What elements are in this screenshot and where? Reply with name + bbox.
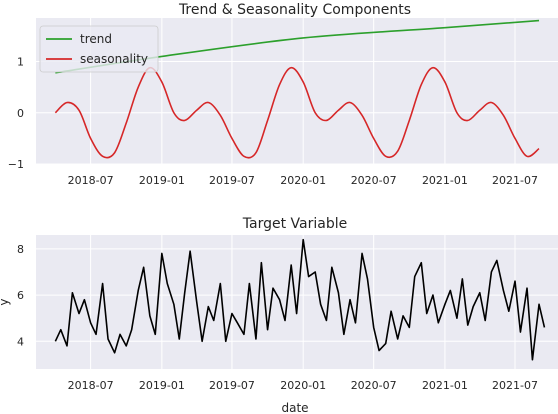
ax1-title: Trend & Seasonality Components — [178, 2, 411, 18]
x-tick-label: 2019-01 — [139, 174, 185, 187]
x-tick-label: 2020-07 — [351, 174, 397, 187]
y-tick-label: −1 — [8, 158, 24, 171]
ax2-title: Target Variable — [242, 216, 347, 232]
target-variable-subplot: 468 2018-07 2019-01 2019-07 2020-01 2020-07 2… — [0, 216, 558, 414]
y-tick-label: 1 — [17, 56, 24, 69]
y-tick-label: 4 — [17, 335, 24, 348]
ax2-series-lines — [54, 238, 546, 361]
legend-box — [39, 25, 159, 73]
legend-label-seasonality: seasonality — [80, 52, 148, 66]
x-tick-label: 2019-07 — [209, 379, 255, 392]
series-line-seasonality — [54, 66, 540, 159]
y-tick-label: 8 — [17, 243, 24, 256]
x-tick-label: 2020-01 — [280, 379, 326, 392]
ax2-y-axis-label: y — [0, 298, 11, 305]
trend-seasonality-subplot: −1 0 1 2018-07 2019-01 2019-07 2020-01 2020-07… — [8, 2, 558, 187]
ax2-x-axis-label: date — [281, 401, 308, 414]
x-tick-label: 2021-07 — [492, 174, 538, 187]
legend-label-trend: trend — [80, 32, 112, 46]
x-tick-label: 2021-01 — [422, 379, 468, 392]
x-tick-label: 2018-07 — [68, 379, 114, 392]
ax1-y-tick-labels: −1 0 1 — [8, 56, 24, 171]
x-tick-label: 2021-07 — [492, 379, 538, 392]
ax1-legend: trend seasonality — [39, 25, 159, 73]
x-tick-label: 2020-01 — [280, 174, 326, 187]
ax1-x-tick-labels: 2018-07 2019-01 2019-07 2020-01 2020-07 2021-… — [68, 174, 538, 187]
ax2-x-tick-labels: 2018-07 2019-01 2019-07 2020-01 2020-07 2021-… — [68, 379, 538, 392]
x-tick-label: 2019-01 — [139, 379, 185, 392]
x-tick-label: 2018-07 — [68, 174, 114, 187]
x-tick-label: 2021-01 — [422, 174, 468, 187]
x-tick-label: 2019-07 — [209, 174, 255, 187]
x-tick-label: 2020-07 — [351, 379, 397, 392]
ax2-y-tick-labels: 4 6 8 — [17, 243, 24, 348]
y-tick-label: 0 — [17, 107, 24, 120]
series-line-target — [54, 238, 546, 361]
y-tick-label: 6 — [17, 289, 24, 302]
